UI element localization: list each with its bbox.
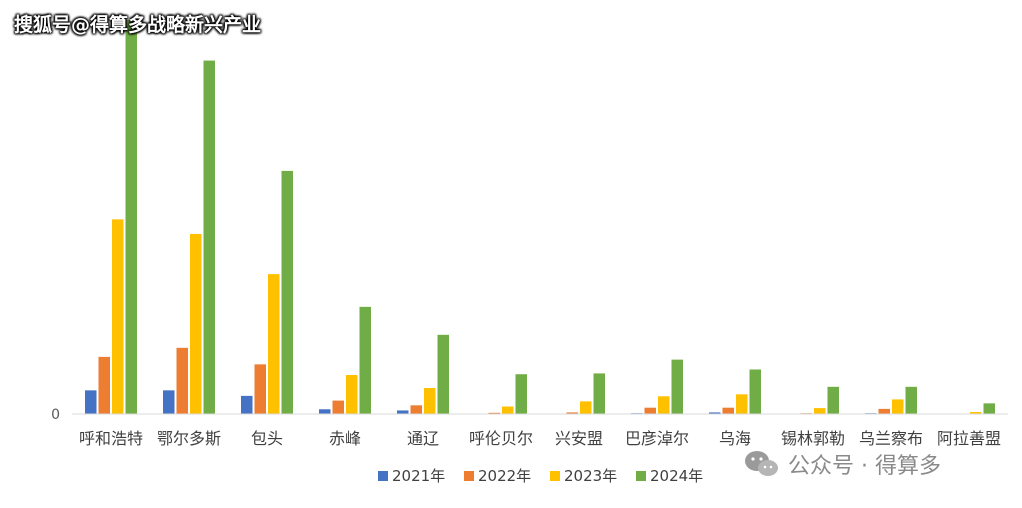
legend-label: 2023年 <box>564 467 617 485</box>
bar-2024年-兴安盟 <box>593 373 605 414</box>
bar-2024年-赤峰 <box>359 306 371 414</box>
x-tick-label: 锡林郭勒 <box>781 429 845 448</box>
legend-swatch <box>550 471 560 481</box>
legend: 2021年 2022年 2023年 2024年 <box>378 467 703 485</box>
legend-label: 2021年 <box>392 467 445 485</box>
bar-2022年-乌海 <box>722 407 734 414</box>
x-tick-label: 兴安盟 <box>555 429 603 448</box>
x-tick-label: 巴彦淖尔 <box>625 429 689 448</box>
bar-2022年-呼和浩特 <box>98 356 110 414</box>
bar-2022年-包头 <box>254 364 266 414</box>
bar-2021年-呼和浩特 <box>85 390 97 414</box>
x-tick-label: 鄂尔多斯 <box>157 429 221 448</box>
bar-2023年-乌兰察布 <box>892 399 904 414</box>
x-tick-label: 通辽 <box>407 429 439 448</box>
bar-2023年-呼伦贝尔 <box>502 406 514 414</box>
bar-2023年-呼和浩特 <box>112 219 124 414</box>
bar-2021年-乌海 <box>709 412 721 414</box>
bar-2024年-通辽 <box>437 334 449 414</box>
x-labels-layer: 呼和浩特 鄂尔多斯 包头 赤峰 通辽 呼伦贝尔 兴安盟 巴彦淖尔 乌海 锡林郭勒 乌兰察布 阿拉善盟 <box>79 429 1001 448</box>
bar-2022年-赤峰 <box>332 400 344 414</box>
bar-2023年-赤峰 <box>346 374 358 414</box>
bar-2022年-乌兰察布 <box>878 408 890 414</box>
bar-2024年-巴彦淖尔 <box>671 359 683 414</box>
bar-2024年-呼伦贝尔 <box>515 374 527 414</box>
x-tick-label: 阿拉善盟 <box>937 429 1001 448</box>
bar-2024年-鄂尔多斯 <box>203 60 215 414</box>
bar-2023年-通辽 <box>424 388 436 414</box>
x-tick-label: 包头 <box>251 429 283 448</box>
bar-2023年-阿拉善盟 <box>970 412 982 414</box>
y-tick-label: 0 <box>51 407 60 423</box>
bar-2024年-锡林郭勒 <box>827 386 839 414</box>
bar-2022年-呼伦贝尔 <box>488 412 500 414</box>
bar-2024年-乌兰察布 <box>905 386 917 414</box>
bar-2022年-通辽 <box>410 405 422 414</box>
x-tick-label: 呼和浩特 <box>79 429 143 448</box>
legend-swatch <box>464 471 474 481</box>
bar-2024年-包头 <box>281 170 293 414</box>
bar-2024年-阿拉善盟 <box>983 403 995 414</box>
bar-2024年-乌海 <box>749 369 761 414</box>
watermark-bottom-text: 公众号 · 得算多 <box>788 454 941 479</box>
x-tick-label: 赤峰 <box>329 429 361 448</box>
bar-2022年-巴彦淖尔 <box>644 407 656 414</box>
bar-2021年-包头 <box>241 395 253 414</box>
bar-2023年-兴安盟 <box>580 401 592 414</box>
x-tick-label: 呼伦贝尔 <box>469 429 533 448</box>
legend-swatch <box>378 471 388 481</box>
y-ticks-layer: 0 <box>51 407 60 423</box>
watermark-bottom: 公众号 · 得算多 <box>742 448 941 480</box>
bar-2021年-鄂尔多斯 <box>163 390 175 414</box>
bar-2023年-巴彦淖尔 <box>658 396 670 414</box>
wechat-icon <box>745 451 778 476</box>
bars-layer <box>85 20 995 414</box>
bar-2023年-包头 <box>268 274 280 414</box>
legend-label: 2024年 <box>650 467 703 485</box>
bar-2022年-兴安盟 <box>566 412 578 414</box>
bar-2021年-赤峰 <box>319 409 331 414</box>
bar-2023年-乌海 <box>736 394 748 414</box>
x-tick-label: 乌海 <box>719 429 751 448</box>
watermark-top: 搜狐号@得算多战略新兴产业 <box>14 14 262 36</box>
legend-label: 2022年 <box>478 467 531 485</box>
legend-swatch <box>636 471 646 481</box>
bar-2023年-锡林郭勒 <box>814 408 826 414</box>
bar-2022年-鄂尔多斯 <box>176 347 188 414</box>
bar-2024年-呼和浩特 <box>125 20 137 414</box>
bar-2023年-鄂尔多斯 <box>190 233 202 414</box>
x-tick-label: 乌兰察布 <box>859 429 923 448</box>
bar-2021年-通辽 <box>397 410 409 414</box>
